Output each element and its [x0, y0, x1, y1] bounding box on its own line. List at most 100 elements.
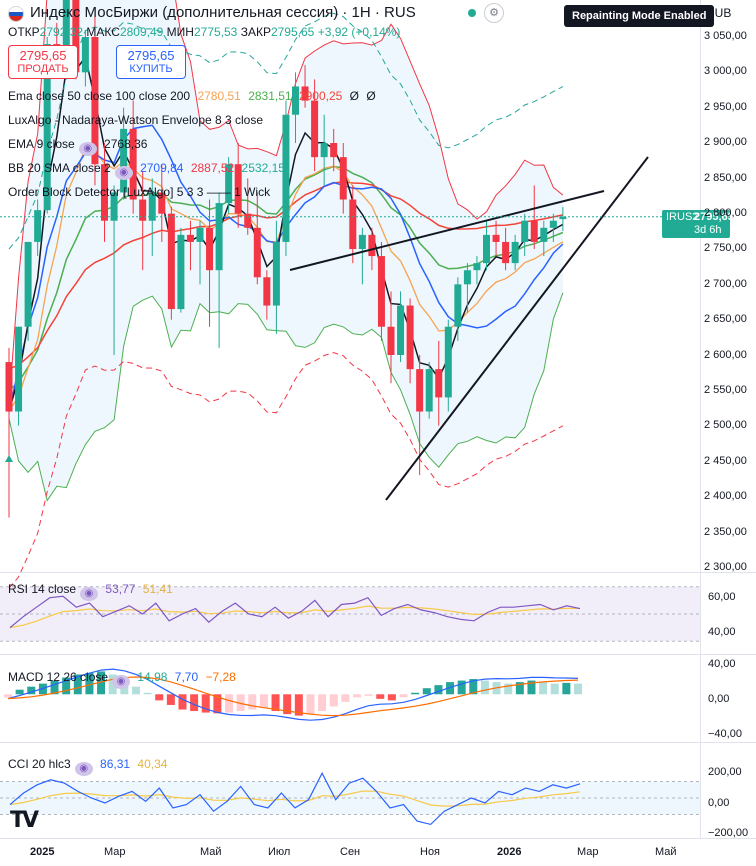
indicator-tick-label: 40,00 [708, 658, 736, 670]
macd-value: 7,70 [174, 670, 199, 684]
sell-button[interactable]: 2795,65 ПРОДАТЬ [8, 45, 78, 79]
macd-histogram-bar [574, 683, 582, 695]
candle-body [263, 277, 271, 306]
macd-histogram-bar [434, 685, 443, 695]
cci-value: 86,31 [100, 757, 131, 771]
price-tick-label: 2 500,00 [704, 419, 747, 432]
candle-body [148, 192, 156, 221]
legend-ema9[interactable]: EMA 9 close ◉ 2768,36 [8, 137, 147, 156]
legend-order-block[interactable]: Order Block Detector [LuxAlgo] 5 3 3 —— … [8, 185, 270, 199]
price-tick-label: 2 450,00 [704, 454, 747, 467]
macd-line [7, 668, 579, 721]
candle-body [120, 128, 128, 193]
ema9-value: 2768,36 [104, 137, 148, 151]
macd-histogram-bar [213, 694, 222, 714]
legend-cci[interactable]: CCI 20 hlc3 ◉ 86,31 40,34 [8, 757, 167, 776]
candle-body [301, 86, 309, 101]
visibility-icon: ◉ [114, 166, 133, 180]
price-tick-label: 2 300,00 [704, 561, 747, 573]
macd-histogram-bar [504, 683, 513, 695]
price-tick-label: 2 600,00 [704, 348, 747, 361]
price-tick-label: 2 550,00 [704, 384, 747, 396]
price-tick-label: 2 800,00 [704, 207, 747, 219]
price-tick-label: 2 650,00 [704, 313, 747, 326]
candle-body [425, 369, 433, 412]
buy-button[interactable]: 2795,65 КУПИТЬ [116, 45, 186, 79]
legend-label: LuxAlgo - Nadaraya-Watson Envelope 8 3 c… [8, 113, 264, 127]
macd-histogram-bar [294, 694, 303, 716]
candle-body [483, 234, 490, 264]
time-tick-label: Ноя [420, 846, 441, 858]
legend-luxalgo[interactable]: LuxAlgo - Nadaraya-Watson Envelope 8 3 c… [8, 113, 263, 127]
candle-body [311, 100, 319, 158]
ema50-value: 2780,51 [197, 89, 241, 103]
legend-bb[interactable]: BB 20 SMA close 2 ◉ 2709,84 2887,52 2532,… [8, 161, 285, 180]
macd-histogram-bar [306, 694, 315, 715]
candle-body [62, 0, 70, 66]
candle-body [339, 157, 347, 200]
candle-body [530, 220, 538, 242]
time-tick-label: Май [200, 846, 222, 858]
candle-body [473, 263, 481, 271]
candle-body [186, 234, 194, 242]
symbol-title[interactable]: Индекс МосБиржи (дополнительная сессия) … [30, 4, 416, 21]
candle-body [521, 220, 529, 242]
candle-body [387, 326, 395, 355]
ema200-value: 2900,25 [298, 89, 343, 103]
macd-histogram-bar [271, 694, 280, 712]
indicator-tick-label: 0,00 [708, 797, 730, 809]
candle-body [397, 305, 405, 355]
legend-ema-multi[interactable]: Ema close 50 close 100 close 200 2780,51… [8, 89, 376, 103]
signal-value: −7,28 [205, 670, 236, 684]
legend-rsi[interactable]: RSI 14 close ◉ 53,77 51,41 [8, 582, 173, 601]
time-tick-label: Мар [577, 846, 599, 858]
candle-body [5, 362, 13, 412]
candle-body [320, 143, 328, 158]
candle-body [196, 227, 204, 242]
price-tick-label: 2 350,00 [704, 525, 747, 538]
indicator-tick-label: 60,00 [708, 591, 736, 603]
candle-body [349, 199, 357, 249]
macd-histogram-bar [364, 694, 373, 696]
candle-body [463, 270, 471, 285]
ema-na-value: Ø [349, 89, 359, 103]
macd-histogram-bar [422, 688, 431, 695]
open-label: ОТКР [8, 25, 40, 39]
settings-icon[interactable]: ⚙ [484, 3, 504, 23]
macd-histogram-bar [480, 680, 489, 695]
bb-lower-line [8, 292, 564, 502]
cci-ma-value: 40,34 [137, 757, 168, 771]
macd-histogram-bar [50, 680, 59, 695]
candle-body [129, 128, 137, 200]
time-tick-label: Сен [340, 846, 361, 858]
candle-body [91, 37, 99, 165]
buy-price: 2795,65 [127, 48, 175, 63]
macd-histogram-bar [248, 694, 257, 710]
high-label: МАКС [86, 25, 120, 39]
candle-body [215, 203, 223, 271]
pane-separator [0, 572, 756, 573]
visibility-icon: ◉ [78, 142, 97, 156]
candle-body [15, 326, 23, 412]
legend-macd[interactable]: MACD 12 26 close ◉ 14,98 7,70 −7,28 [8, 670, 236, 689]
price-tick-label: 3 000,00 [704, 65, 747, 78]
macd-histogram-bar [131, 686, 140, 695]
currency-label[interactable]: RUB [706, 6, 732, 20]
macd-histogram-bar [341, 694, 350, 702]
price-tick-label: 2 750,00 [704, 242, 747, 255]
macd-histogram-bar [446, 682, 455, 695]
macd-hist-value: 14,98 [137, 670, 168, 684]
macd-histogram-bar [155, 694, 164, 701]
macd-histogram-bar [562, 682, 571, 695]
candle-body [559, 216, 567, 220]
indicator-tick-label: −40,00 [708, 728, 742, 740]
indicator-tick-label: 200,00 [708, 766, 742, 778]
macd-histogram-bar [15, 689, 24, 695]
tradingview-logo-icon[interactable]: TV [10, 808, 39, 833]
russia-flag-icon [8, 6, 24, 22]
candle-body [244, 213, 252, 228]
macd-histogram-bar [283, 694, 292, 715]
candle-body [330, 143, 338, 158]
legend-label: RSI 14 close [8, 582, 77, 596]
